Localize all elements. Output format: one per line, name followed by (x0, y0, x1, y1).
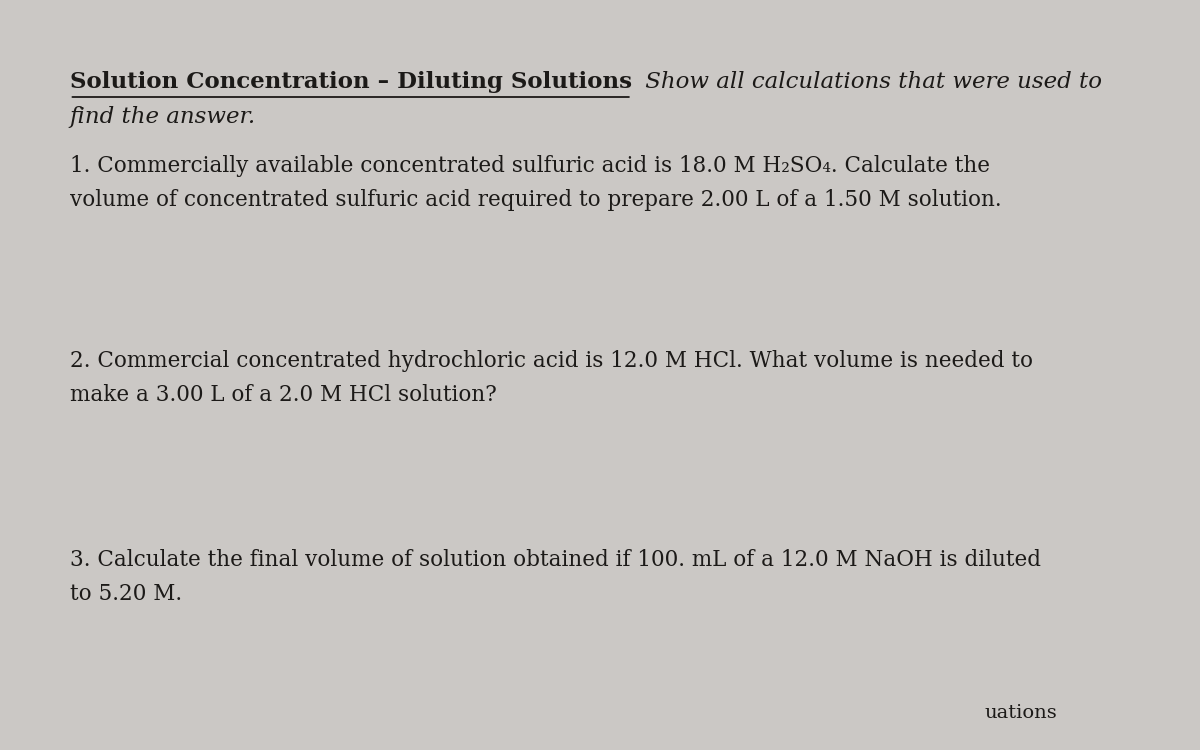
Text: make a 3.00 L of a 2.0 M HCl solution?: make a 3.00 L of a 2.0 M HCl solution? (70, 384, 497, 406)
Text: uations: uations (984, 704, 1057, 722)
Text: volume of concentrated sulfuric acid required to prepare 2.00 L of a 1.50 M solu: volume of concentrated sulfuric acid req… (70, 189, 1001, 211)
Text: 1. Commercially available concentrated sulfuric acid is 18.0 M H₂SO₄. Calculate : 1. Commercially available concentrated s… (70, 155, 990, 177)
Text: Solution Concentration – Diluting Solutions: Solution Concentration – Diluting Soluti… (70, 71, 631, 93)
Text: find the answer.: find the answer. (70, 106, 256, 128)
Text: 2. Commercial concentrated hydrochloric acid is 12.0 M HCl. What volume is neede: 2. Commercial concentrated hydrochloric … (70, 350, 1032, 372)
Text: Show all calculations that were used to: Show all calculations that were used to (637, 71, 1102, 93)
Text: to 5.20 M.: to 5.20 M. (70, 584, 181, 605)
Text: 3. Calculate the final volume of solution obtained if 100. mL of a 12.0 M NaOH i: 3. Calculate the final volume of solutio… (70, 549, 1040, 571)
